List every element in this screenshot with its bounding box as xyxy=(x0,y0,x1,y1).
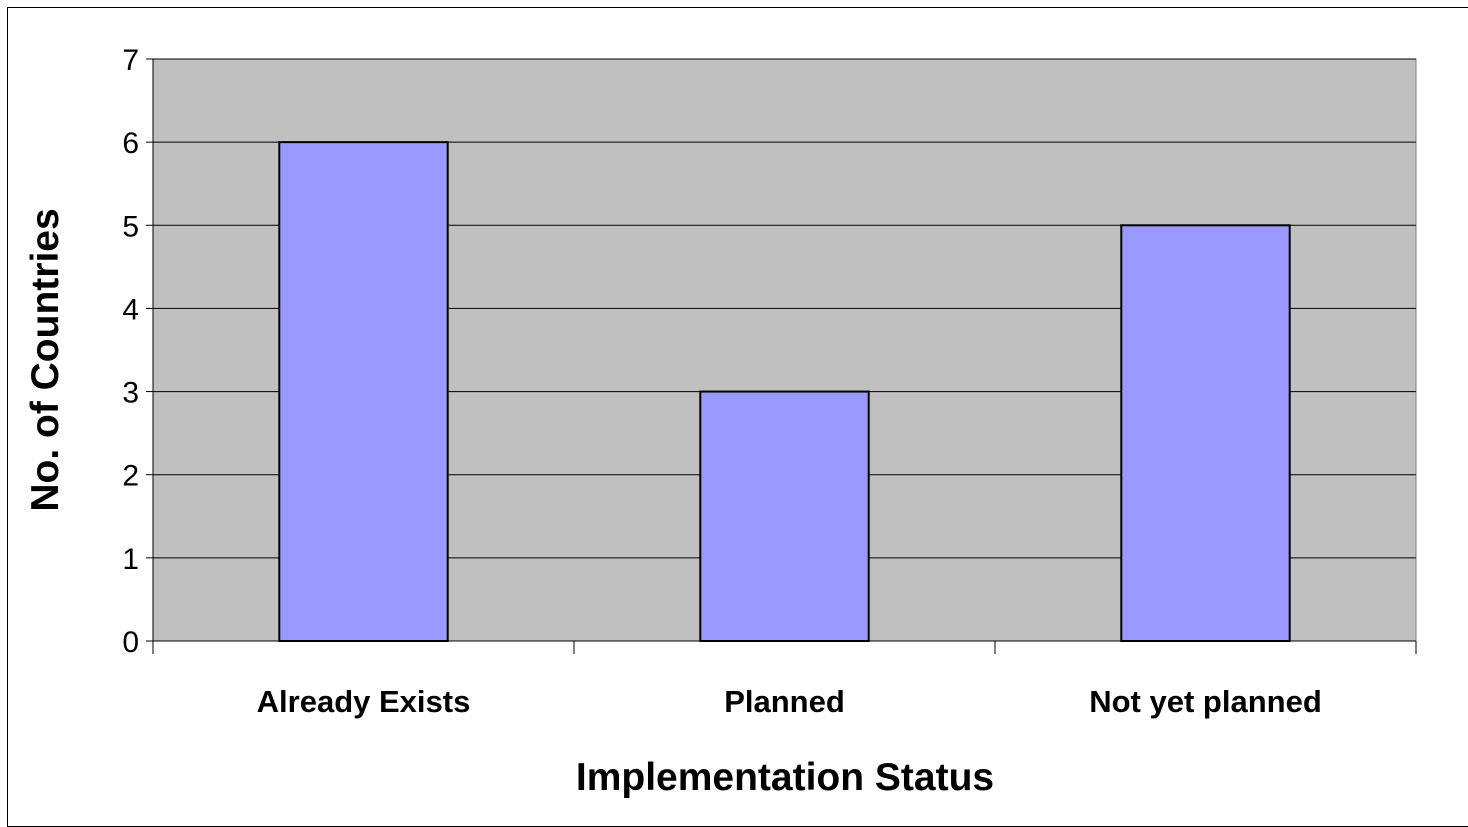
x-category-label: Already Exists xyxy=(257,684,471,719)
y-axis: 0 1 2 3 4 5 6 7 xyxy=(122,44,154,659)
y-tick-label: 3 xyxy=(122,377,139,410)
y-tick-label: 4 xyxy=(122,293,139,326)
x-category-label: Not yet planned xyxy=(1089,684,1322,719)
bar xyxy=(278,141,449,642)
y-tick-label: 5 xyxy=(122,210,139,243)
y-tick-label: 6 xyxy=(122,127,139,160)
y-tick-label: 0 xyxy=(122,626,139,659)
y-tick-label: 7 xyxy=(122,44,139,77)
x-axis: Already Exists Planned Not yet planned xyxy=(152,640,1417,719)
y-tick-label: 2 xyxy=(122,460,139,493)
x-axis-title: Implementation Status xyxy=(576,756,994,799)
bar xyxy=(1120,224,1291,643)
bar-chart: 0 1 2 3 4 5 6 7 Already Exists Planned Not yet pl… xyxy=(24,44,1417,799)
x-category-label: Planned xyxy=(724,684,845,719)
bars xyxy=(278,141,1291,643)
y-axis-title: No. of Countries xyxy=(24,208,67,511)
y-tick-label: 1 xyxy=(122,543,139,576)
bar xyxy=(699,390,870,643)
